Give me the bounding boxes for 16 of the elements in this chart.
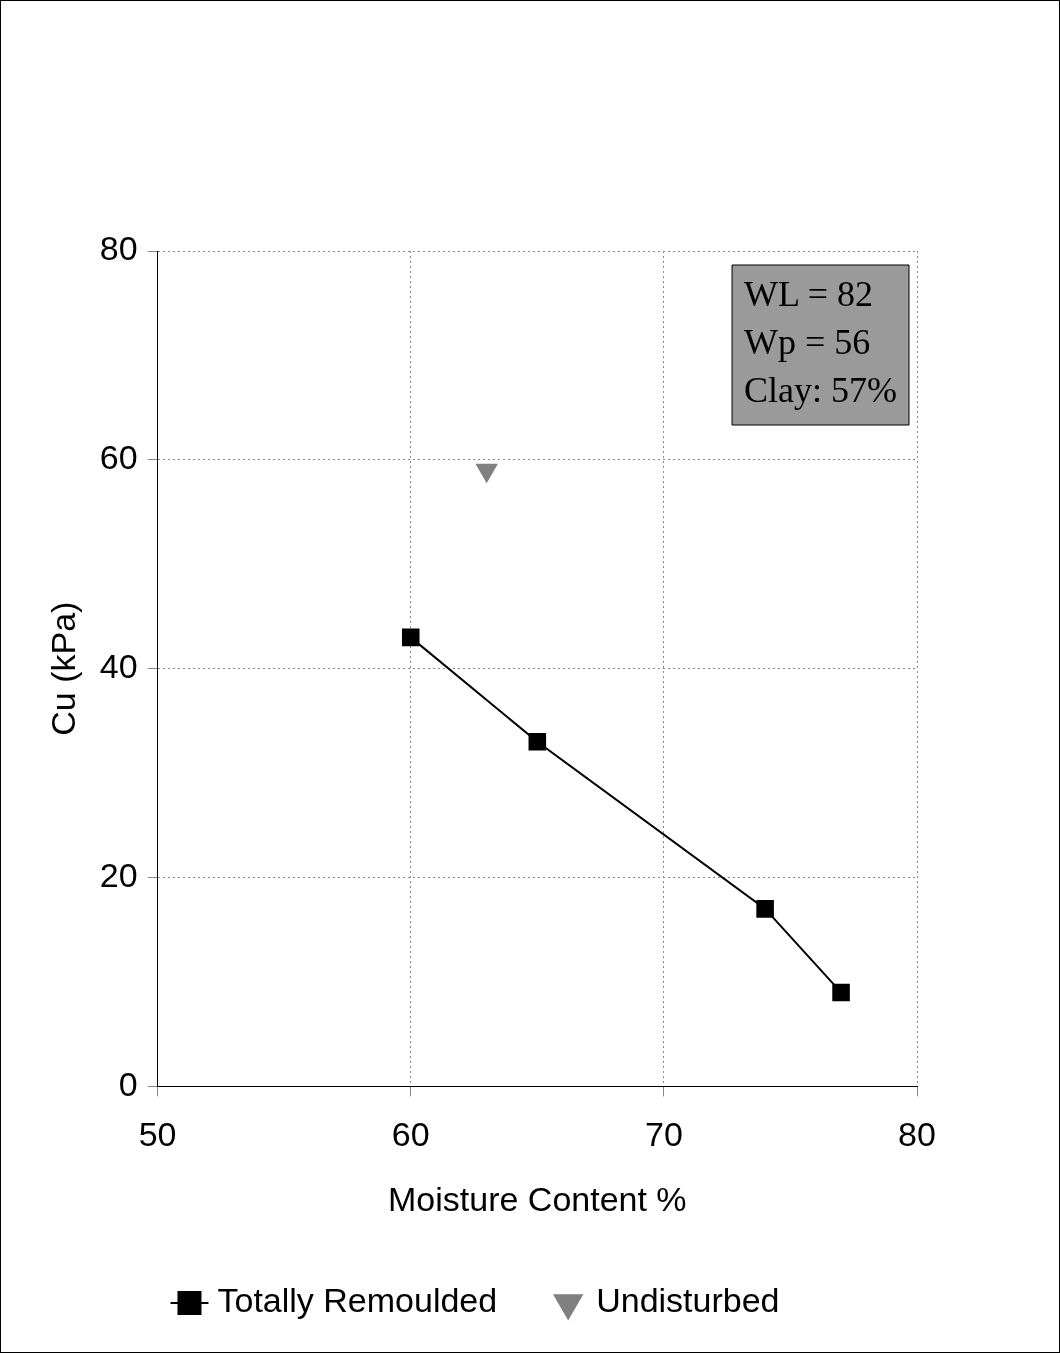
x-tick-label: 80: [898, 1115, 936, 1154]
x-tick-label: 60: [391, 1115, 430, 1154]
y-tick-label: 0: [118, 1064, 138, 1103]
legend-label: Totally Remoulded: [217, 1281, 498, 1320]
x-tick-label: 50: [138, 1115, 177, 1154]
y-tick-label: 80: [99, 229, 138, 268]
y-axis-title: Cu (kPa): [43, 601, 82, 736]
x-axis-title: Moisture Content %: [388, 1179, 687, 1218]
y-tick-label: 20: [99, 855, 138, 894]
y-tick-label: 40: [99, 647, 138, 686]
legend-label: Undisturbed: [596, 1281, 780, 1320]
annotation: Clay: 57%: [744, 370, 897, 411]
annotation: Wp = 56: [744, 322, 871, 363]
x-tick-label: 70: [644, 1115, 683, 1154]
y-tick-label: 60: [99, 438, 138, 477]
annotation: WL = 82: [744, 274, 873, 315]
